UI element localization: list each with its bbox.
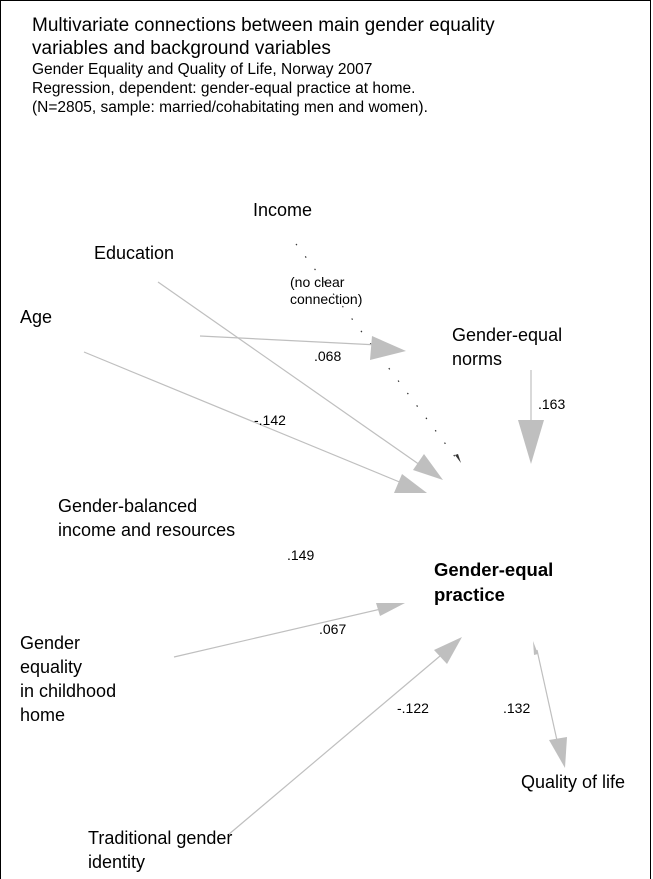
- arrowhead-income: [455, 454, 461, 463]
- income-note-line-2: connection): [290, 291, 363, 307]
- edge-childhood: [173, 603, 405, 658]
- title-line-2: variables and background variables: [32, 38, 331, 59]
- arrowhead-quality-top: [533, 641, 538, 655]
- node-norms-line-2: norms: [452, 349, 503, 369]
- edge-resources: [199, 335, 406, 360]
- arrowhead-traditional: [434, 637, 462, 664]
- node-childhood-line-2: equality: [20, 657, 83, 677]
- arrowhead-quality-bottom: [549, 737, 567, 768]
- arrowhead-norms: [518, 420, 544, 464]
- diagram-header: Multivariate connections between main ge…: [32, 14, 632, 117]
- coef-quality: .132: [503, 700, 531, 716]
- edge-education: [157, 281, 443, 480]
- title-line-1: Multivariate connections between main ge…: [32, 15, 495, 36]
- node-traditional-line-2: identity: [88, 852, 146, 872]
- edge-norms: [518, 370, 544, 464]
- node-resources-line-2: income and resources: [58, 520, 236, 540]
- node-childhood-line-1: Gender: [20, 633, 81, 653]
- edge-quality: [533, 641, 567, 768]
- node-education: Education: [94, 243, 175, 263]
- income-note-line-1: (no clear: [290, 274, 345, 290]
- subtitle-line-3: (N=2805, sample: married/cohabitating me…: [32, 99, 428, 116]
- edge-traditional: [227, 637, 462, 836]
- coef-traditional: -.122: [397, 700, 429, 716]
- subtitle-line-1: Gender Equality and Quality of Life, Nor…: [32, 61, 373, 78]
- node-practice-line-1: Gender-equal: [434, 559, 554, 580]
- edge-income: [295, 243, 461, 463]
- node-age: Age: [20, 307, 53, 327]
- node-childhood-line-4: home: [20, 705, 66, 725]
- coef-resources: .149: [287, 547, 315, 563]
- node-practice-line-2: practice: [434, 584, 505, 605]
- node-quality-of-life: Quality of life: [521, 772, 626, 792]
- coef-age: -.142: [254, 412, 286, 428]
- coef-norms: .163: [538, 396, 566, 412]
- arrowhead-resources: [370, 336, 406, 360]
- arrowhead-education: [413, 454, 443, 480]
- coef-childhood: .067: [319, 621, 347, 637]
- subtitle-line-2: Regression, dependent: gender-equal prac…: [32, 80, 416, 97]
- node-traditional-line-1: Traditional gender: [88, 828, 233, 848]
- arrowhead-childhood: [376, 603, 405, 616]
- edge-age: [83, 351, 427, 493]
- arrowhead-age: [394, 474, 427, 493]
- node-norms-line-1: Gender-equal: [452, 325, 563, 345]
- node-childhood-line-3: in childhood: [20, 681, 117, 701]
- coef-education: .068: [314, 348, 342, 364]
- node-resources-line-1: Gender-balanced: [58, 496, 198, 516]
- node-income: Income: [253, 200, 313, 220]
